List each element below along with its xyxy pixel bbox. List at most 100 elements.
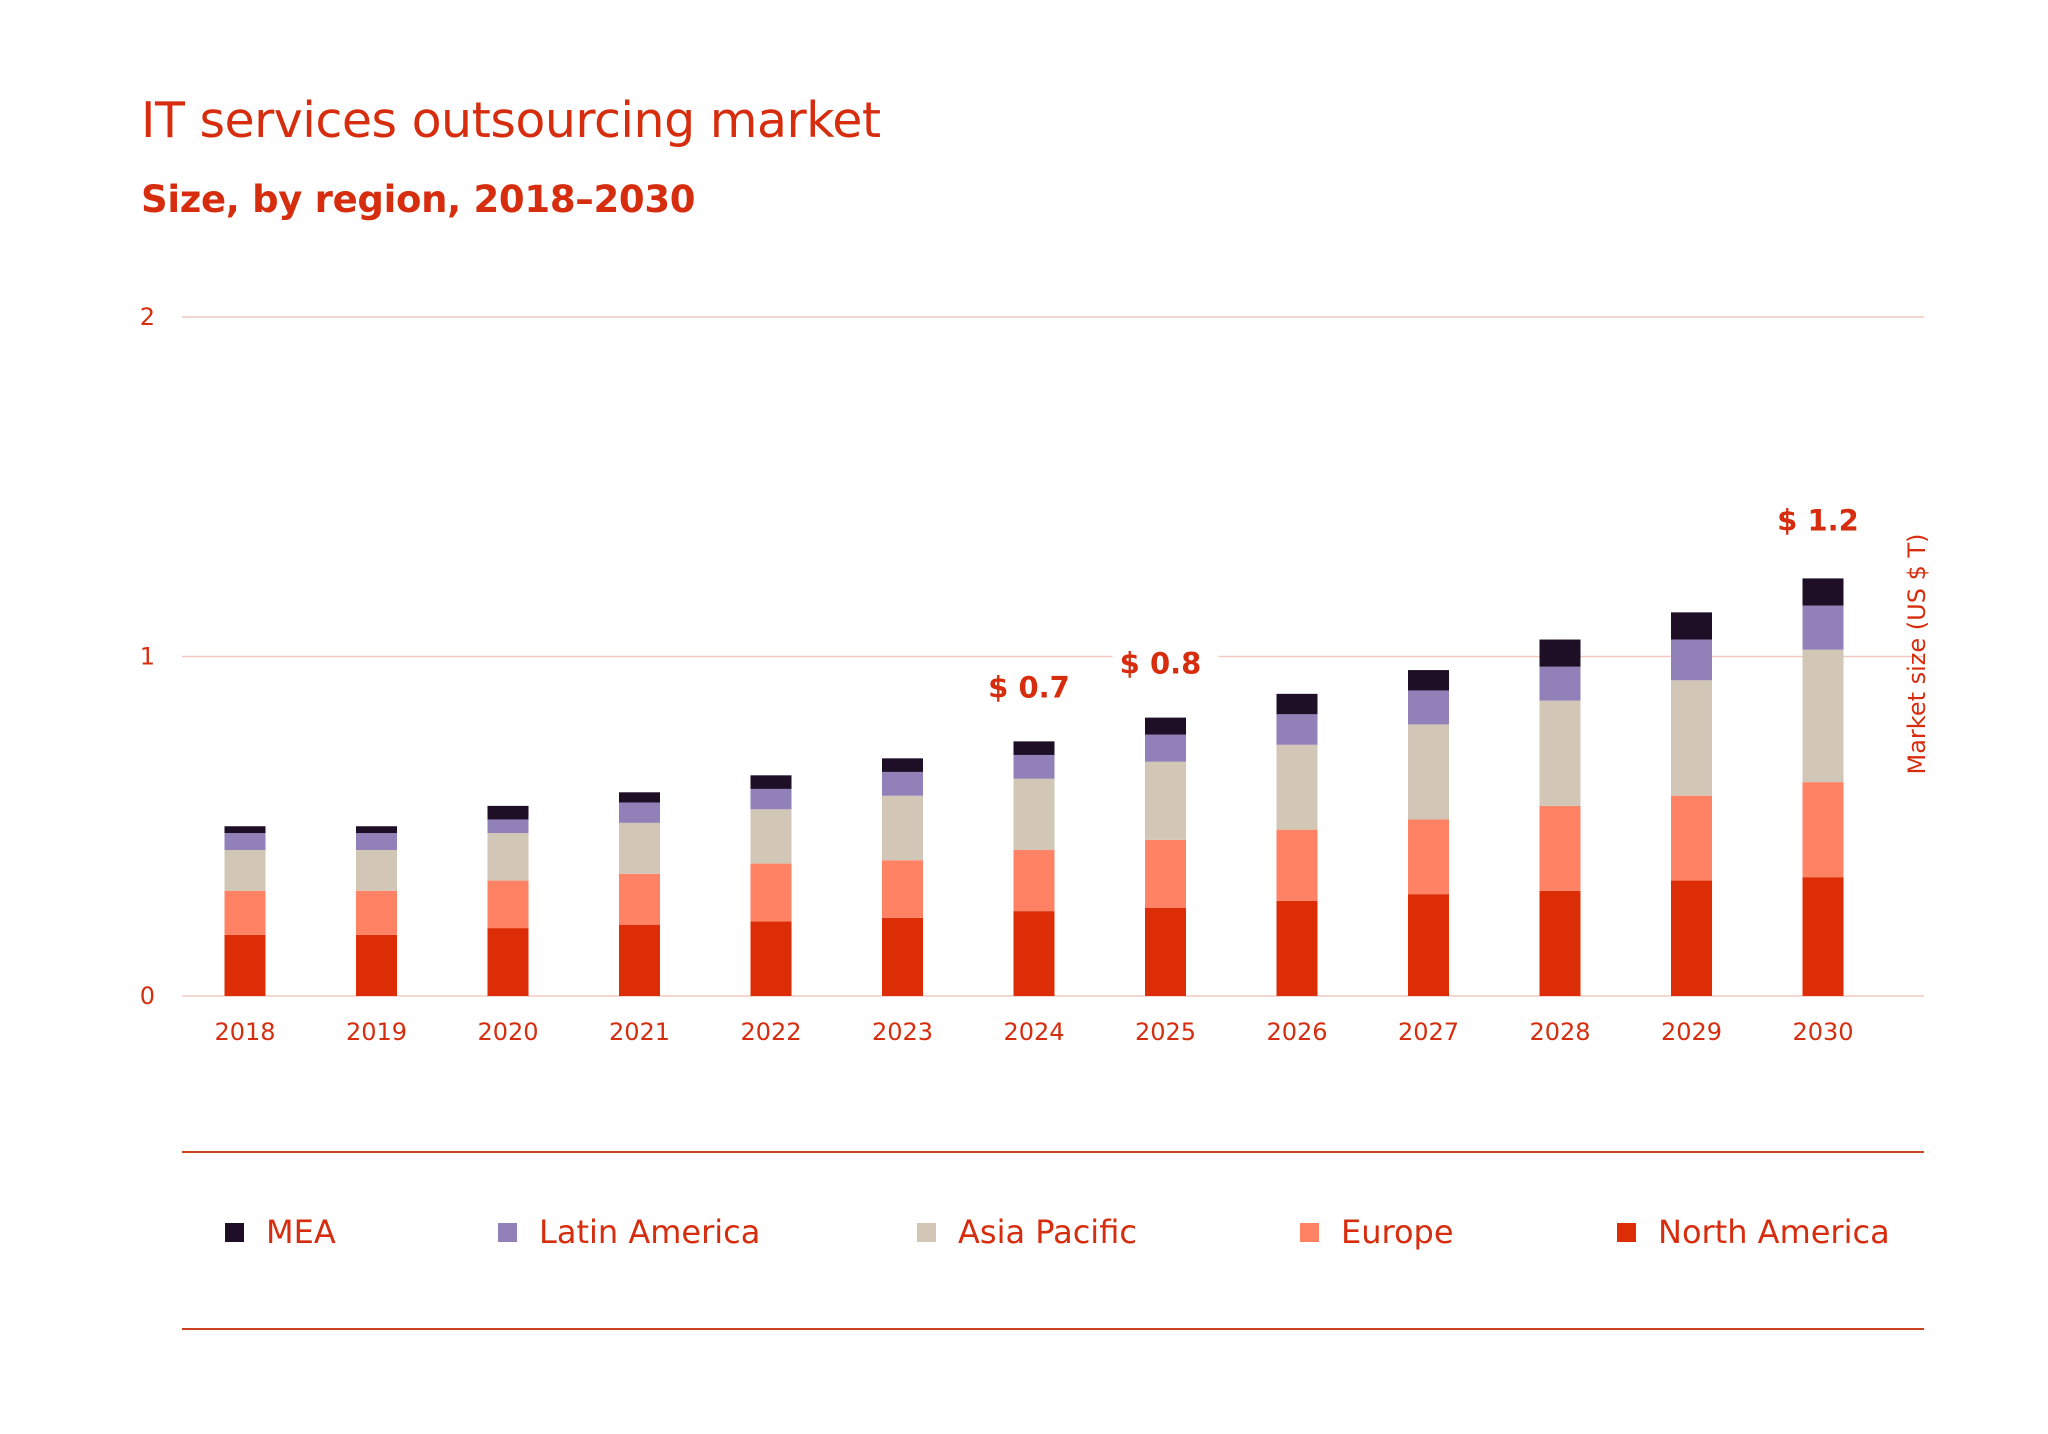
bar-latin-america-2019: [356, 833, 397, 851]
bar-latin-america-2018: [224, 833, 266, 851]
bar-asia-pacific-2021: [619, 822, 660, 874]
bar-latin-america-2029: [1671, 639, 1712, 681]
legend-item-north-america: North America: [1617, 1208, 1890, 1256]
total-label-2025: $ 0.8: [1120, 647, 1202, 681]
total-label-2024: $ 0.7: [988, 670, 1070, 704]
legend-swatch-asia-pacific: [917, 1222, 936, 1242]
bar-europe-2028: [1539, 805, 1581, 891]
legend-top-rule: [182, 1151, 1924, 1153]
x-tick-label-2025: 2025: [1135, 1018, 1196, 1046]
bar-asia-pacific-2030: [1802, 649, 1844, 783]
bar-mea-2018: [224, 826, 266, 834]
legend-label-europe: Europe: [1341, 1213, 1454, 1251]
legend-item-asia-pacific: Asia Pacific: [917, 1208, 1137, 1256]
bar-north-america-2028: [1539, 890, 1581, 996]
legend: MEA Latin America Asia Pacific Europe No…: [0, 1208, 2048, 1256]
bar-north-america-2025: [1145, 907, 1186, 996]
bar-latin-america-2028: [1539, 666, 1581, 701]
bar-europe-2024: [1013, 850, 1055, 912]
bar-latin-america-2024: [1013, 754, 1055, 779]
bar-europe-2025: [1145, 839, 1186, 908]
y-axis-label: Market size (US $ T): [1903, 533, 1931, 774]
bar-asia-pacific-2023: [882, 795, 923, 861]
bar-north-america-2021: [619, 924, 660, 996]
bar-asia-pacific-2018: [224, 850, 266, 891]
total-label-bg-2025: [1112, 645, 1219, 682]
bar-asia-pacific-2027: [1408, 724, 1449, 820]
bar-mea-2023: [882, 758, 923, 772]
bar-mea-2019: [356, 826, 397, 834]
bar-north-america-2030: [1802, 877, 1844, 996]
bar-mea-2020: [487, 805, 529, 820]
bar-north-america-2026: [1276, 900, 1318, 996]
bar-mea-2029: [1671, 612, 1712, 640]
x-tick-label-2021: 2021: [609, 1018, 670, 1046]
bar-asia-pacific-2026: [1276, 744, 1318, 830]
bar-europe-2030: [1802, 782, 1844, 878]
bar-asia-pacific-2022: [750, 809, 792, 864]
bar-europe-2029: [1671, 795, 1712, 881]
bar-mea-2026: [1276, 693, 1318, 715]
legend-item-mea: MEA: [225, 1208, 336, 1256]
bar-mea-2025: [1145, 717, 1186, 735]
x-tick-label-2020: 2020: [477, 1018, 538, 1046]
bar-mea-2030: [1802, 578, 1844, 606]
bar-europe-2018: [224, 890, 266, 935]
bar-mea-2022: [750, 775, 792, 789]
x-tick-label-2029: 2029: [1661, 1018, 1722, 1046]
bar-mea-2021: [619, 792, 660, 803]
bar-asia-pacific-2025: [1145, 761, 1186, 840]
x-tick-label-2028: 2028: [1529, 1018, 1590, 1046]
bar-latin-america-2027: [1408, 690, 1449, 725]
bar-latin-america-2021: [619, 802, 660, 823]
legend-swatch-europe: [1300, 1222, 1319, 1242]
chart-title: IT services outsourcing market: [141, 92, 881, 149]
legend-label-latin-america: Latin America: [539, 1213, 761, 1251]
legend-bottom-rule: [182, 1328, 1924, 1330]
bar-europe-2019: [356, 890, 397, 935]
total-label-bg-2024: [981, 669, 1087, 706]
bar-latin-america-2023: [882, 771, 923, 796]
legend-item-latin-america: Latin America: [498, 1208, 760, 1256]
bar-europe-2027: [1408, 819, 1449, 895]
bar-north-america-2029: [1671, 880, 1712, 996]
total-label-bg-2030: [1770, 502, 1876, 539]
bar-latin-america-2030: [1802, 605, 1844, 650]
bar-europe-2022: [750, 863, 792, 922]
total-label-2030: $ 1.2: [1777, 503, 1859, 537]
x-tick-label-2024: 2024: [1003, 1018, 1064, 1046]
legend-item-europe: Europe: [1300, 1208, 1454, 1256]
bar-north-america-2022: [750, 921, 792, 996]
x-tick-label-2018: 2018: [214, 1018, 275, 1046]
bar-latin-america-2022: [750, 788, 792, 810]
x-tick-label-2026: 2026: [1266, 1018, 1327, 1046]
bar-north-america-2024: [1013, 911, 1055, 996]
bar-north-america-2027: [1408, 894, 1449, 996]
bar-europe-2026: [1276, 829, 1318, 901]
bar-europe-2021: [619, 873, 660, 925]
bar-mea-2027: [1408, 670, 1449, 691]
legend-swatch-north-america: [1617, 1222, 1636, 1242]
bar-asia-pacific-2029: [1671, 680, 1712, 796]
x-tick-label-2022: 2022: [740, 1018, 801, 1046]
legend-label-mea: MEA: [266, 1213, 336, 1251]
x-tick-label-2027: 2027: [1398, 1018, 1459, 1046]
bar-north-america-2020: [487, 928, 529, 996]
x-tick-label-2019: 2019: [346, 1018, 407, 1046]
bar-north-america-2018: [224, 934, 266, 996]
y-tick-label-2: 2: [140, 303, 155, 331]
bar-mea-2024: [1013, 741, 1055, 755]
legend-swatch-latin-america: [498, 1222, 517, 1242]
y-tick-label-1: 1: [140, 643, 155, 671]
bar-asia-pacific-2019: [356, 850, 397, 891]
bar-latin-america-2020: [487, 819, 529, 834]
bar-asia-pacific-2028: [1539, 700, 1581, 806]
bar-europe-2023: [882, 860, 923, 918]
bar-north-america-2023: [882, 917, 923, 996]
bar-asia-pacific-2024: [1013, 778, 1055, 851]
bar-latin-america-2025: [1145, 734, 1186, 762]
y-tick-label-0: 0: [140, 982, 155, 1010]
bar-europe-2020: [487, 880, 529, 929]
x-tick-label-2030: 2030: [1792, 1018, 1853, 1046]
